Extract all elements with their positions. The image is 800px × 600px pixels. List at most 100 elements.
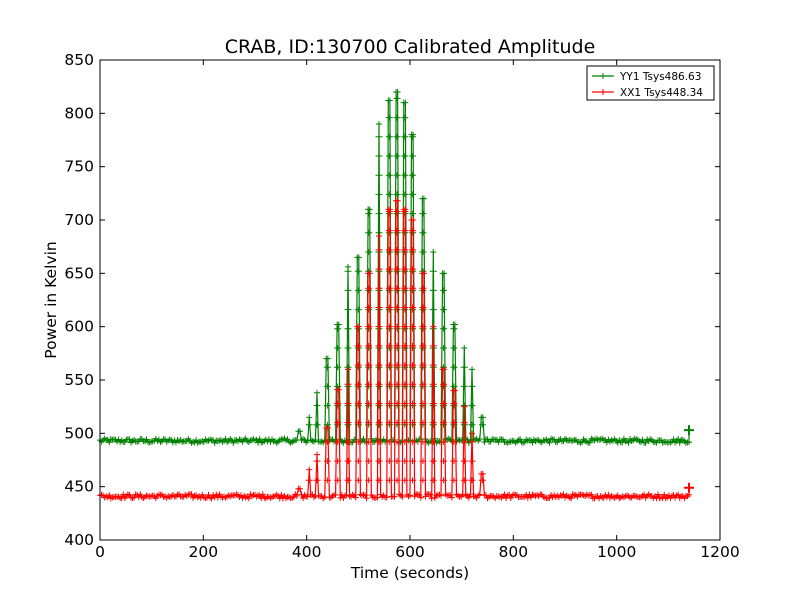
- peak-marker: [375, 477, 383, 484]
- peak-marker: [450, 345, 458, 351]
- data-point: [352, 494, 359, 501]
- data-point: [588, 491, 595, 498]
- peak-marker: [468, 383, 476, 390]
- peak-marker: [393, 133, 401, 140]
- peak-marker: [344, 325, 352, 332]
- peak-marker: [354, 381, 362, 388]
- data-point: [386, 97, 393, 104]
- peak-marker: [401, 266, 409, 273]
- peak-marker: [334, 400, 342, 407]
- y-tick-label: 450: [64, 478, 94, 496]
- data-point: [314, 389, 320, 396]
- data-point: [383, 494, 390, 501]
- data-point: [256, 435, 263, 442]
- ticks-layer: 0 200 400 600 800 1000 1200 400 450 500 550 600 650 7…: [64, 51, 739, 561]
- peak-marker: [385, 172, 393, 179]
- x-tick-label: 800: [499, 543, 529, 561]
- data-point: [374, 494, 381, 501]
- data-point: [448, 494, 455, 501]
- data-point: [394, 197, 401, 204]
- peak-marker: [375, 153, 383, 159]
- peak-marker: [365, 249, 373, 255]
- peak-marker: [344, 400, 352, 407]
- x-tick-label: 200: [189, 543, 219, 561]
- peak-marker: [393, 362, 401, 369]
- peak-marker: [344, 345, 352, 351]
- data-point: [106, 492, 113, 499]
- peak-marker: [419, 381, 427, 388]
- legend: YY1 Tsys486.63 XX1 Tsys448.34: [586, 65, 715, 101]
- peak-marker: [354, 400, 362, 407]
- data-point: [250, 436, 257, 443]
- peak-marker: [344, 458, 352, 465]
- peak-marker: [419, 323, 427, 330]
- x-tick-label: 600: [395, 543, 425, 561]
- data-point: [655, 491, 661, 498]
- peak-marker: [419, 249, 427, 255]
- data-point: [675, 491, 682, 498]
- peak-marker: [419, 458, 427, 465]
- legend-frame: [586, 65, 715, 101]
- peak-marker: [313, 477, 321, 484]
- data-point: [479, 414, 486, 421]
- data-point: [366, 270, 373, 277]
- peak-marker: [385, 153, 393, 159]
- data-point: [605, 491, 612, 498]
- peak-marker: [450, 477, 458, 484]
- peak-marker: [450, 325, 458, 332]
- y-tick-label: 600: [64, 318, 94, 336]
- peak-marker: [440, 477, 448, 484]
- peak-marker: [354, 342, 362, 349]
- peak-marker: [409, 227, 417, 234]
- peak-marker: [468, 438, 476, 445]
- peak-marker: [401, 419, 409, 426]
- peak-marker: [450, 383, 458, 390]
- data-point: [376, 233, 382, 239]
- peak-marker: [354, 458, 362, 465]
- data-point: [207, 436, 214, 443]
- peak-marker: [334, 477, 342, 484]
- peak-marker: [429, 342, 437, 349]
- peak-marker: [468, 421, 476, 428]
- data-point: [402, 99, 409, 106]
- peak-marker: [393, 323, 401, 330]
- peak-marker: [334, 345, 342, 351]
- peak-marker: [365, 342, 373, 349]
- peak-marker: [323, 477, 331, 484]
- peak-marker: [393, 458, 401, 465]
- data-point: [537, 438, 544, 445]
- peak-marker: [365, 229, 373, 236]
- data-point: [517, 436, 524, 443]
- data-point: [427, 491, 434, 498]
- peak-marker: [375, 133, 383, 140]
- peak-marker: [429, 458, 437, 465]
- peak-marker: [375, 304, 383, 311]
- peak-marker: [365, 419, 373, 426]
- data-point: [476, 436, 483, 443]
- peak-marker: [401, 114, 409, 121]
- peak-marker: [354, 268, 362, 275]
- peak-marker: [468, 402, 476, 409]
- peak-marker: [385, 285, 393, 292]
- peak-marker: [375, 458, 383, 465]
- peak-marker: [419, 285, 427, 292]
- chart-title: CRAB, ID:130700 Calibrated Amplitude: [225, 36, 596, 58]
- peak-marker: [365, 323, 373, 330]
- peak-marker: [365, 381, 373, 388]
- peak-marker: [401, 400, 409, 407]
- peak-marker: [385, 227, 393, 234]
- peak-marker: [334, 419, 342, 426]
- data-point: [441, 270, 448, 277]
- peak-marker: [393, 95, 401, 102]
- peak-marker: [305, 477, 313, 484]
- data-point: [417, 494, 424, 501]
- peak-marker: [440, 419, 448, 426]
- peak-marker: [385, 477, 393, 484]
- data-point: [355, 323, 362, 330]
- peak-marker: [393, 342, 401, 349]
- peak-marker: [385, 208, 393, 215]
- x-tick-label: 1000: [597, 543, 636, 561]
- peak-marker: [344, 268, 352, 275]
- peak-marker: [419, 438, 427, 445]
- peak-marker: [401, 342, 409, 349]
